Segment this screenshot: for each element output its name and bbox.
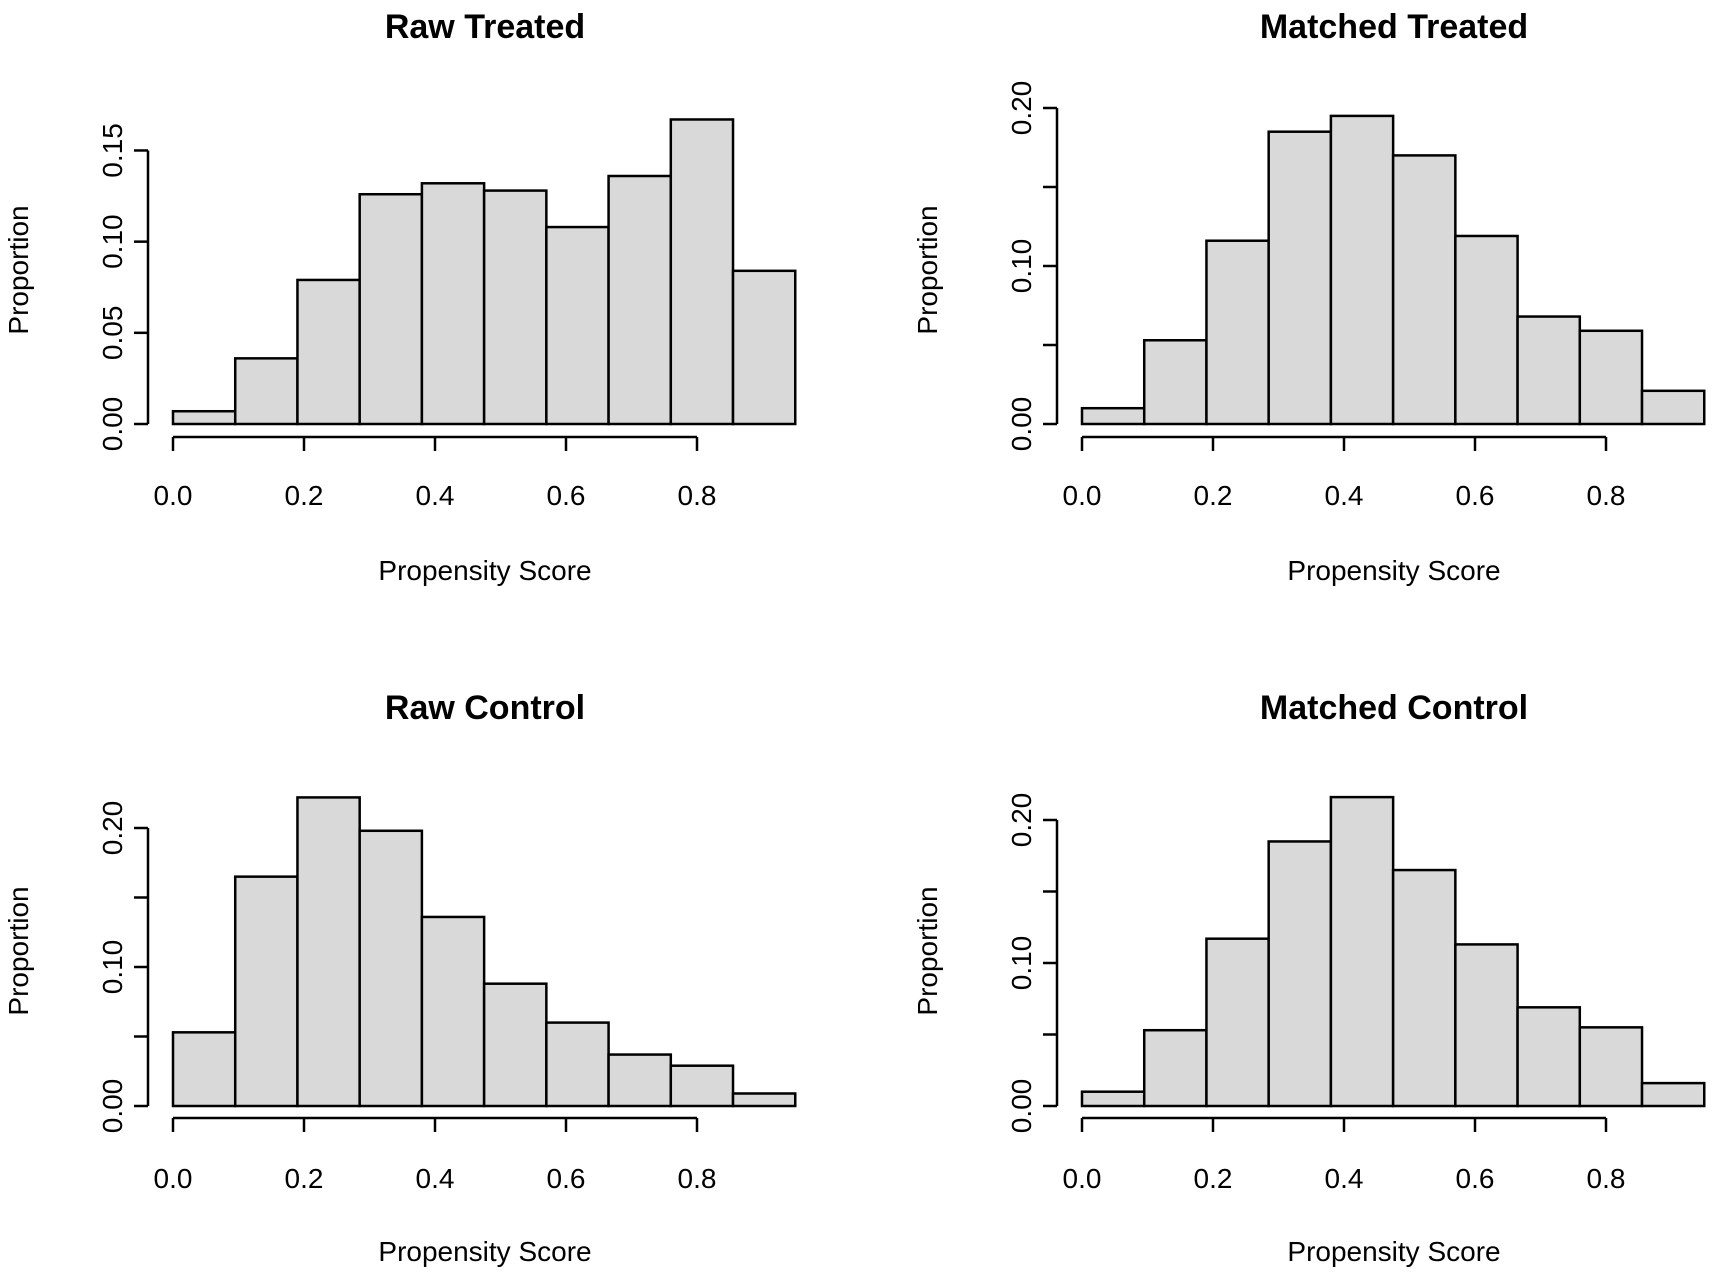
histogram-bar xyxy=(1454,234,1519,426)
x-tick-label: 0.2 xyxy=(285,1163,324,1194)
y-axis-label: Proportion xyxy=(912,886,943,1015)
histogram-bar xyxy=(296,796,361,1108)
histogram-bar xyxy=(731,1092,797,1108)
x-tick-label: 0.8 xyxy=(1587,1163,1626,1194)
y-axis-label: Proportion xyxy=(912,205,943,334)
x-axis-label: Propensity Score xyxy=(1287,1236,1500,1267)
histogram-bar xyxy=(1454,943,1519,1108)
panel-matched-treated: Matched Treated Propensity Score Proport… xyxy=(912,8,1706,586)
y-axis-label: Proportion xyxy=(3,205,34,334)
y-tick-label: 0.10 xyxy=(1006,936,1037,991)
histogram-bar xyxy=(233,875,299,1108)
x-tick-label: 0.0 xyxy=(1063,1163,1102,1194)
panel-title: Matched Treated xyxy=(1260,8,1528,46)
y-tick-label: 0.20 xyxy=(1006,81,1037,136)
x-axis-label: Propensity Score xyxy=(378,555,591,586)
histogram-bar xyxy=(358,192,424,426)
y-tick-label: 0.00 xyxy=(1006,397,1037,452)
x-tick-label: 0.6 xyxy=(1456,480,1495,511)
plot-area: 0.00 0.10 0.20 0.0 0.2 0.4 0.6 0.8 xyxy=(97,796,797,1194)
histogram-bar xyxy=(420,915,486,1108)
y-tick-label: 0.00 xyxy=(97,1079,128,1134)
histogram-bar xyxy=(482,982,548,1108)
histogram-bar xyxy=(171,409,237,426)
y-tick-label: 0.10 xyxy=(97,940,128,995)
x-tick-label: 0.6 xyxy=(547,480,586,511)
panel-matched-control: Matched Control Propensity Score Proport… xyxy=(912,689,1706,1267)
y-tick-label: 0.20 xyxy=(97,801,128,856)
y-tick-label: 0.10 xyxy=(1006,239,1037,294)
x-tick-label: 0.4 xyxy=(1325,1163,1364,1194)
x-tick-label: 0.4 xyxy=(416,480,455,511)
y-axis-label: Proportion xyxy=(3,886,34,1015)
x-tick-label: 0.6 xyxy=(1456,1163,1495,1194)
histogram-bar xyxy=(1142,339,1208,426)
histogram-bar xyxy=(1267,840,1333,1108)
x-tick-label: 0.6 xyxy=(547,1163,586,1194)
plot-area: 0.00 0.05 0.10 0.15 0.0 0.2 0.4 0.6 0.8 xyxy=(97,118,797,511)
x-tick-label: 0.2 xyxy=(1194,1163,1233,1194)
histogram-bar xyxy=(296,278,361,426)
panel-raw-control: Raw Control Propensity Score Proportion … xyxy=(3,689,797,1267)
histogram-bar xyxy=(1578,329,1644,426)
x-tick-label: 0.4 xyxy=(416,1163,455,1194)
histogram-bar xyxy=(1578,1026,1644,1108)
histogram-bar xyxy=(482,189,548,426)
panel-raw-treated: Raw Treated Propensity Score Proportion … xyxy=(3,8,797,586)
y-tick-label: 0.00 xyxy=(1006,1079,1037,1134)
histogram-bar xyxy=(1142,1028,1208,1108)
x-tick-label: 0.8 xyxy=(678,480,717,511)
histogram-bar xyxy=(1080,406,1146,426)
histogram-bar xyxy=(1329,114,1395,426)
x-axis-label: Propensity Score xyxy=(378,1236,591,1267)
x-axis-label: Propensity Score xyxy=(1287,555,1500,586)
y-tick-label: 0.00 xyxy=(97,397,128,452)
histogram-bar xyxy=(545,225,610,426)
x-tick-label: 0.0 xyxy=(154,1163,193,1194)
histogram-bar xyxy=(1391,868,1457,1108)
plot-area: 0.00 0.10 0.20 0.0 0.2 0.4 0.6 0.8 xyxy=(1006,81,1706,511)
x-tick-label: 0.8 xyxy=(1587,480,1626,511)
x-tick-label: 0.0 xyxy=(154,480,193,511)
panel-title: Matched Control xyxy=(1260,689,1528,727)
plot-area: 0.00 0.10 0.20 0.0 0.2 0.4 0.6 0.8 xyxy=(1006,793,1706,1194)
histogram-bar xyxy=(1640,1081,1706,1108)
x-tick-label: 0.2 xyxy=(1194,480,1233,511)
histogram-bar xyxy=(171,1031,237,1108)
histogram-bar xyxy=(545,1021,610,1108)
x-tick-label: 0.8 xyxy=(678,1163,717,1194)
histogram-bar xyxy=(1329,795,1395,1108)
histogram-bar xyxy=(420,182,486,426)
histogram-bar xyxy=(669,1064,735,1108)
histogram-bar xyxy=(731,269,797,426)
x-tick-label: 0.2 xyxy=(285,480,324,511)
histogram-bar xyxy=(607,174,673,426)
y-tick-label: 0.15 xyxy=(97,123,128,178)
histogram-bar xyxy=(669,118,735,426)
y-tick-label: 0.20 xyxy=(1006,793,1037,848)
y-tick-label: 0.10 xyxy=(97,214,128,269)
histogram-bar xyxy=(1391,154,1457,426)
histogram-bar xyxy=(1640,389,1706,426)
histogram-bar xyxy=(358,829,424,1108)
x-tick-label: 0.4 xyxy=(1325,480,1364,511)
panel-title: Raw Control xyxy=(385,689,585,727)
histogram-bar xyxy=(1205,239,1270,426)
histogram-bar xyxy=(1516,315,1582,426)
histogram-bar xyxy=(1080,1090,1146,1108)
histogram-bar xyxy=(233,357,299,426)
histogram-bar xyxy=(1516,1006,1582,1108)
histogram-bar xyxy=(1267,130,1333,426)
x-tick-label: 0.0 xyxy=(1063,480,1102,511)
y-tick-label: 0.05 xyxy=(97,306,128,361)
panel-title: Raw Treated xyxy=(385,8,585,46)
histogram-bar xyxy=(1205,937,1270,1108)
histogram-bar xyxy=(607,1053,673,1108)
